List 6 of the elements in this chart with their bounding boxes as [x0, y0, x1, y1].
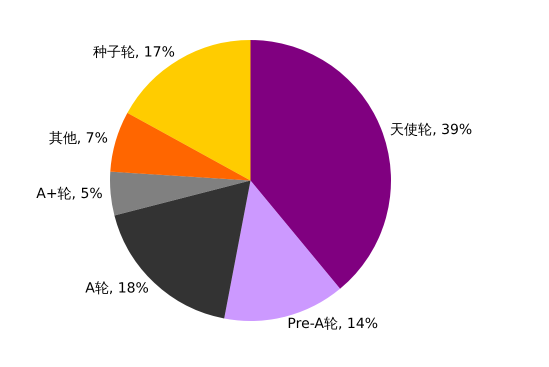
slice-label: A轮, 18%	[85, 280, 149, 296]
slice-label: 其他, 7%	[48, 130, 108, 147]
slice-label: A+轮, 5%	[36, 186, 103, 202]
slice-label: Pre-A轮, 14%	[287, 316, 378, 332]
slice-label: 天使轮, 39%	[390, 122, 472, 138]
slice-label: 种子轮, 17%	[92, 44, 175, 60]
